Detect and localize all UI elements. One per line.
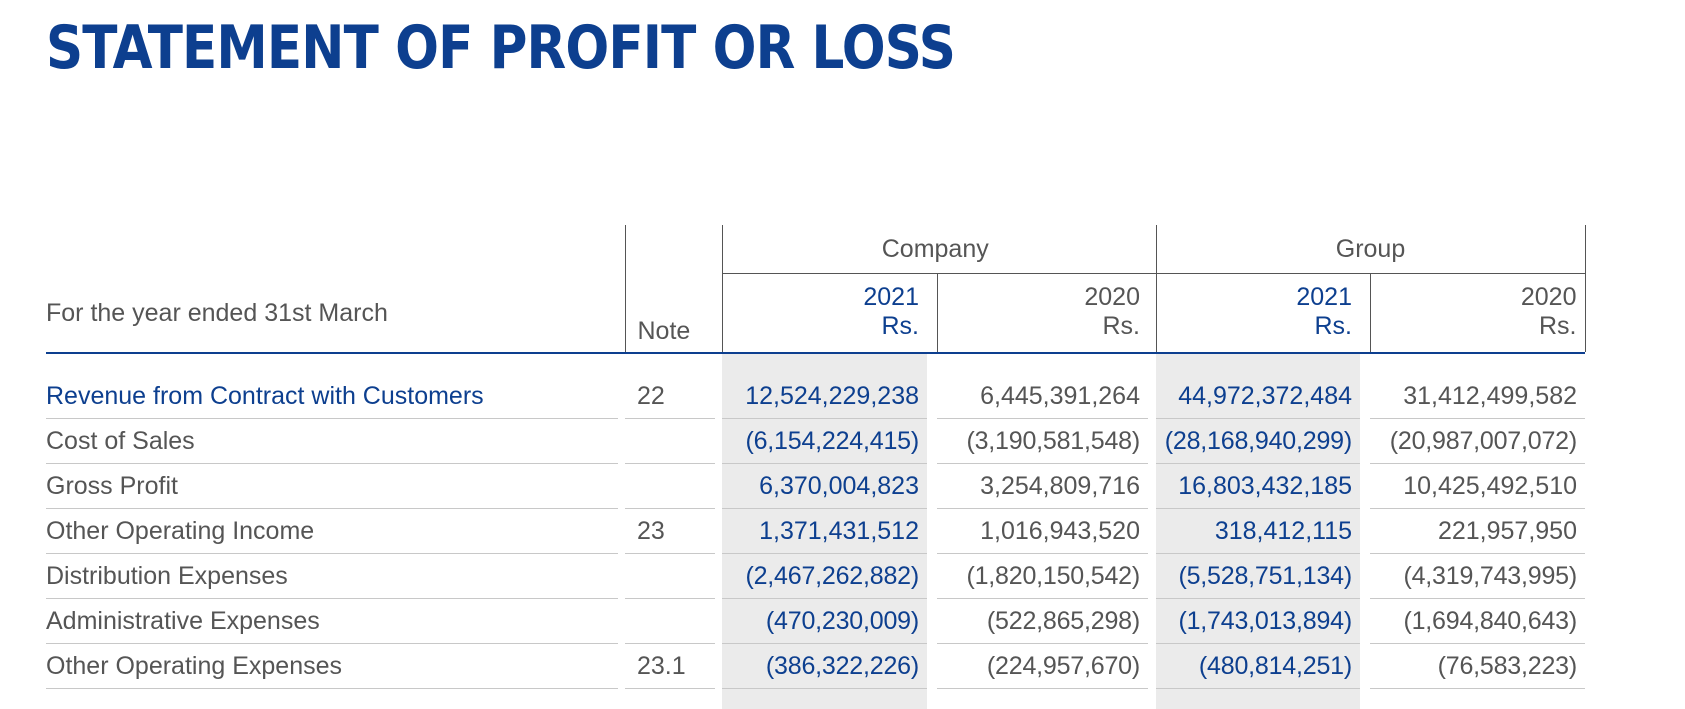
- company-2021-value: 6,370,004,823: [722, 463, 927, 509]
- row-note: 22: [625, 374, 715, 419]
- row-note: 23: [625, 508, 715, 554]
- group-2020-value: (4,319,743,995): [1370, 553, 1585, 599]
- group-2021-value: (5,528,751,134): [1156, 553, 1360, 599]
- company-2020-currency: Rs.: [936, 312, 1148, 352]
- group-2020-value: 221,957,950: [1370, 508, 1585, 554]
- company-2020-value: (522,865,298): [937, 598, 1148, 644]
- company-2021-value: 12,524,229,238: [722, 374, 927, 419]
- table-row: Distribution Expenses (2,467,262,882) (1…: [46, 553, 1585, 599]
- group-year-2020: 2020: [1369, 273, 1586, 312]
- group-2021-value: (480,814,251): [1156, 643, 1360, 689]
- row-note: 23.1: [625, 643, 715, 689]
- company-2020-value: 1,016,943,520: [937, 508, 1148, 554]
- company-2021-value: (470,230,009): [722, 598, 927, 644]
- group-2020-value: 31,412,499,582: [1370, 374, 1585, 419]
- group-2020-value: (76,583,223): [1370, 643, 1585, 689]
- row-label: Administrative Expenses: [46, 598, 618, 644]
- profit-loss-table: For the year ended 31st March Note Compa…: [46, 225, 1586, 709]
- group-2020-value: 10,425,492,510: [1370, 463, 1585, 509]
- group-2021-currency: Rs.: [1155, 312, 1360, 352]
- company-2020-value: 3,254,809,716: [937, 463, 1148, 509]
- row-label: Revenue from Contract with Customers: [46, 374, 618, 419]
- row-note: [625, 553, 715, 599]
- group-2021-value: (28,168,940,299): [1156, 418, 1360, 464]
- table-row: Cost of Sales (6,154,224,415) (3,190,581…: [46, 418, 1585, 464]
- group-2021-value: 44,972,372,484: [1156, 374, 1360, 419]
- table-row: Other Operating Expenses 23.1 (386,322,2…: [46, 643, 1585, 689]
- row-label: Other Operating Income: [46, 508, 618, 554]
- row-label: Cost of Sales: [46, 418, 618, 464]
- period-label: For the year ended 31st March: [46, 299, 388, 327]
- row-label: Distribution Expenses: [46, 553, 618, 599]
- table-row: Revenue from Contract with Customers 22 …: [46, 374, 1585, 419]
- company-2021-currency: Rs.: [721, 312, 927, 352]
- company-2020-value: (1,820,150,542): [937, 553, 1148, 599]
- group-2020-currency: Rs.: [1369, 312, 1586, 352]
- table-row: Other Operating Income 23 1,371,431,512 …: [46, 508, 1585, 554]
- table-row: Gross Profit 6,370,004,823 3,254,809,716…: [46, 463, 1585, 509]
- group-year-2021: 2021: [1155, 273, 1360, 312]
- group-2020-value: (20,987,007,072): [1370, 418, 1585, 464]
- company-2021-value: (386,322,226): [722, 643, 927, 689]
- row-note: [625, 418, 715, 464]
- table-row: Administrative Expenses (470,230,009) (5…: [46, 598, 1585, 644]
- row-note: [625, 463, 715, 509]
- group-2021-value: 318,412,115: [1156, 508, 1360, 554]
- company-2020-value: (224,957,670): [937, 643, 1148, 689]
- row-note: [625, 598, 715, 644]
- company-year-2020: 2020: [936, 273, 1148, 312]
- group-2021-value: 16,803,432,185: [1156, 463, 1360, 509]
- row-label: Gross Profit: [46, 463, 618, 509]
- row-label: Other Operating Expenses: [46, 643, 618, 689]
- note-column-header: Note: [624, 225, 715, 352]
- company-2020-value: 6,445,391,264: [937, 374, 1148, 419]
- company-header: Company: [721, 225, 1148, 274]
- company-year-2021: 2021: [721, 273, 927, 312]
- group-header: Group: [1155, 225, 1586, 274]
- company-2021-value: (6,154,224,415): [722, 418, 927, 464]
- company-2021-value: (2,467,262,882): [722, 553, 927, 599]
- company-2021-value: 1,371,431,512: [722, 508, 927, 554]
- group-2020-value: (1,694,840,643): [1370, 598, 1585, 644]
- page-title: STATEMENT OF PROFIT OR LOSS: [46, 13, 956, 83]
- company-2020-value: (3,190,581,548): [937, 418, 1148, 464]
- group-2021-value: (1,743,013,894): [1156, 598, 1360, 644]
